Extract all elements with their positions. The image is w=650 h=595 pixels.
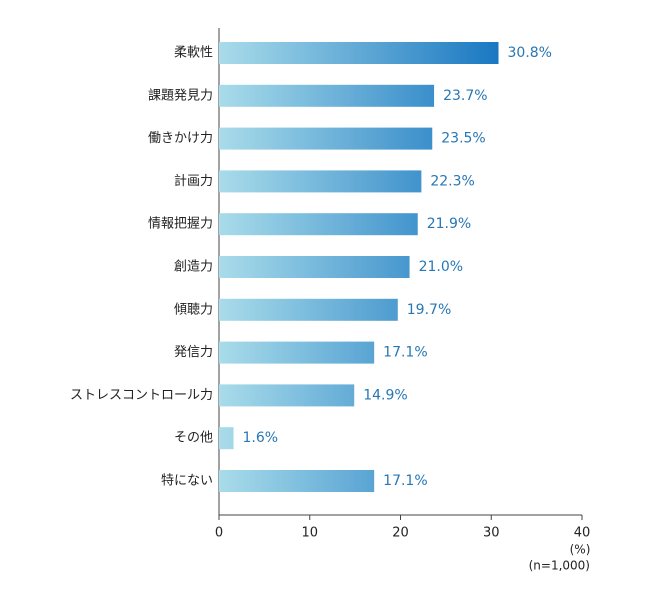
bar bbox=[219, 127, 433, 150]
bar bbox=[219, 341, 375, 364]
y-tick-label: 課題発見力 bbox=[148, 87, 213, 103]
y-tick-label: 傾聴力 bbox=[174, 302, 213, 317]
value-label: 14.9% bbox=[363, 387, 407, 403]
y-tick-label: 計画力 bbox=[174, 173, 213, 189]
y-tick-label: 特にない bbox=[161, 474, 213, 489]
bar bbox=[219, 384, 355, 407]
value-label: 17.1% bbox=[383, 473, 427, 489]
value-label: 19.7% bbox=[407, 302, 451, 318]
value-label: 30.8% bbox=[508, 45, 552, 61]
bar bbox=[219, 84, 435, 107]
value-label: 23.5% bbox=[441, 131, 485, 147]
y-tick-label: 情報把握力 bbox=[148, 217, 213, 232]
x-tick-label: 30 bbox=[483, 526, 500, 541]
y-tick-label: ストレスコントロール力 bbox=[70, 388, 213, 403]
bar bbox=[219, 42, 499, 64]
y-tick-label: 柔軟性 bbox=[174, 45, 213, 61]
value-label: 21.9% bbox=[427, 216, 471, 232]
y-tick-label: 創造力 bbox=[174, 260, 213, 275]
bar bbox=[219, 298, 398, 321]
x-tick-label: 0 bbox=[215, 526, 223, 541]
value-label: 23.7% bbox=[443, 88, 487, 104]
y-tick-label: 発信力 bbox=[174, 345, 213, 360]
annotation: (n=1,000) bbox=[529, 559, 590, 573]
value-label: 21.0% bbox=[419, 259, 463, 275]
x-tick-label: 40 bbox=[574, 526, 591, 541]
bar bbox=[219, 170, 422, 193]
bar bbox=[219, 427, 234, 450]
x-tick-label: 20 bbox=[392, 526, 409, 541]
x-axis-label: (%) bbox=[570, 543, 591, 557]
x-tick-label: 10 bbox=[301, 526, 318, 541]
bar bbox=[219, 470, 375, 492]
value-label: 17.1% bbox=[383, 345, 427, 361]
y-tick-label: 働きかけ力 bbox=[148, 131, 213, 146]
value-label: 1.6% bbox=[243, 430, 279, 446]
bar bbox=[219, 256, 410, 278]
bar bbox=[219, 213, 418, 236]
y-tick-label: その他 bbox=[174, 431, 213, 446]
value-label: 22.3% bbox=[430, 173, 474, 189]
